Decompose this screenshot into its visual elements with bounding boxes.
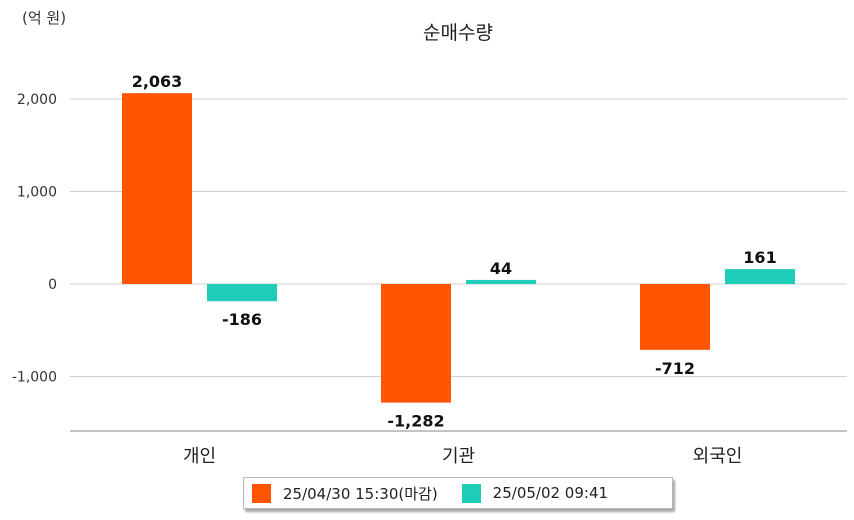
data-label: -712 [655,359,695,378]
unit-label: (억 원) [22,9,67,27]
x-tick-label: 외국인 [693,446,743,467]
legend-item-series-1[interactable]: 25/04/30 15:30(마감) [252,483,438,504]
data-labels: 2,063 -186 -1,282 44 -712 161 [132,72,777,430]
bars [122,93,795,403]
legend: 25/04/30 15:30(마감) 25/05/02 09:41 [243,477,673,509]
y-tick-label: -1,000 [12,370,57,386]
data-label: 2,063 [132,72,183,91]
data-label: -1,282 [387,412,444,431]
grid-lines [70,98,847,377]
x-tick-label: 기관 [442,446,475,467]
bar [725,269,795,284]
net-purchase-bar-chart: 2,000 1,000 0 -1,000 2,063 -186 -1,282 44 -712 1… [12,72,847,467]
legend-label-series-2: 25/05/02 09:41 [492,484,609,502]
legend-label-series-1: 25/04/30 15:30(마감) [283,484,438,503]
y-tick-label: 2,000 [17,92,57,108]
legend-swatch-series-2 [461,483,481,503]
y-tick-label: 1,000 [17,185,57,201]
legend-item-series-2[interactable]: 25/05/02 09:41 [461,483,609,503]
x-tick-label: 개인 [183,446,216,467]
bar [122,93,192,284]
y-tick-label: 0 [48,277,57,293]
x-axis-ticks: 개인 기관 외국인 [183,446,742,467]
legend-swatch-series-1 [252,483,271,503]
chart-title: 순매수량 [423,22,493,44]
data-label: 44 [490,259,512,278]
bar [207,284,277,302]
bar [466,279,536,284]
data-label: 161 [743,248,776,267]
data-label: -186 [222,310,262,329]
bar [381,284,451,403]
y-axis-ticks: 2,000 1,000 0 -1,000 [12,92,57,386]
bar [640,284,710,350]
